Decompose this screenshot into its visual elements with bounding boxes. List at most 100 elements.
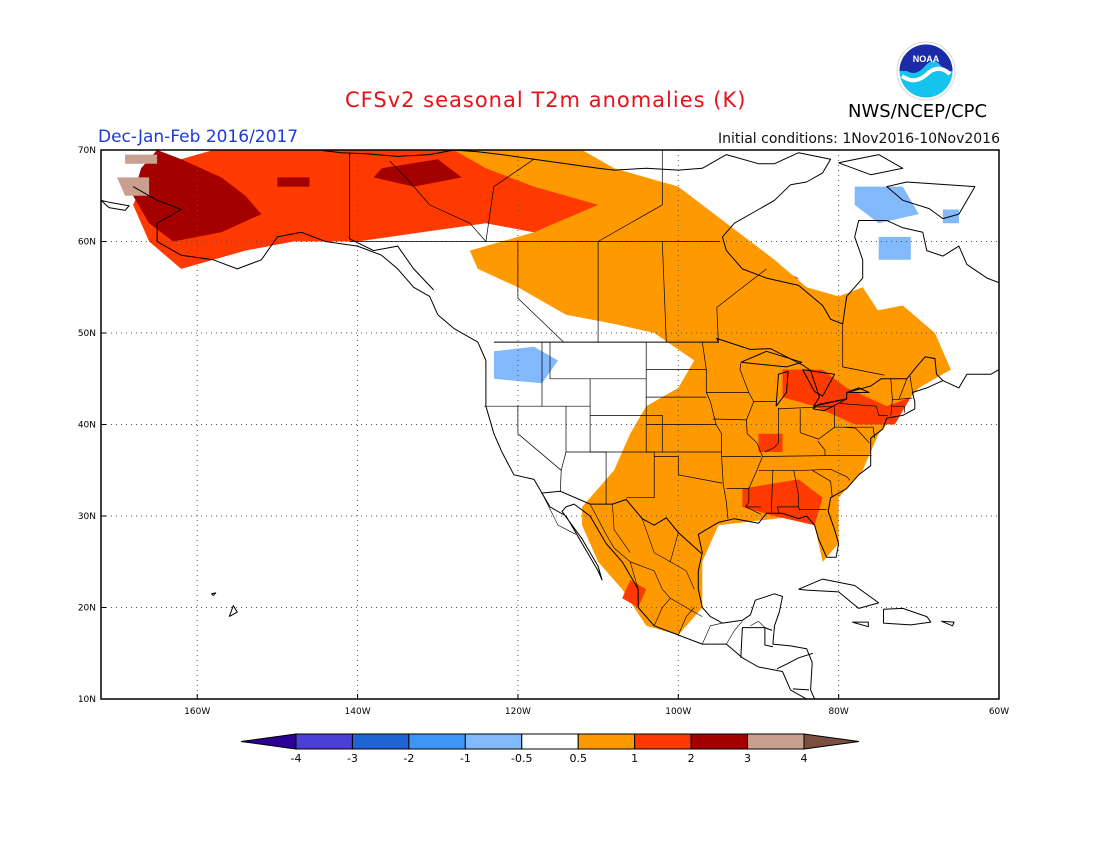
coastline-6 bbox=[228, 605, 238, 618]
anomaly-region-2-3 bbox=[277, 177, 310, 187]
colorbar: -4 -3 -2 -1 -0.5 0.5 1 2 3 4 bbox=[240, 733, 860, 765]
anomaly-region-1-9 bbox=[758, 433, 783, 452]
lat-tick-label-40N: 40N bbox=[78, 421, 96, 431]
state-border-42 bbox=[909, 375, 914, 397]
coastline-16 bbox=[740, 350, 803, 368]
state-border-27 bbox=[800, 426, 835, 440]
coastline-0 bbox=[132, 186, 807, 699]
state-border-36 bbox=[872, 427, 876, 439]
state-border-40 bbox=[892, 397, 913, 401]
state-border-32 bbox=[798, 506, 827, 510]
initial-conditions-label: Initial conditions: 1Nov2016-10Nov2016 bbox=[717, 131, 1000, 147]
colorbar-label-2: -2 bbox=[403, 752, 414, 765]
colorbar-swatch-2 bbox=[351, 733, 410, 750]
coastline-9 bbox=[883, 607, 932, 626]
coastline-19 bbox=[1007, 315, 1055, 356]
state-border-15 bbox=[701, 342, 729, 519]
mexico-state-border-6 bbox=[653, 598, 671, 626]
state-border-25 bbox=[778, 405, 835, 410]
coastline-3 bbox=[726, 220, 999, 325]
colorbar-swatch-7 bbox=[634, 733, 692, 750]
anomaly-region-0p5-11 bbox=[854, 305, 951, 379]
lat-tick-label-70N: 70N bbox=[78, 146, 96, 156]
province-border-0 bbox=[517, 241, 564, 343]
lat-tick-label-30N: 30N bbox=[78, 512, 96, 522]
coastline-7 bbox=[211, 592, 217, 596]
colorbar-label-7: 2 bbox=[688, 752, 695, 765]
anomaly-region-1-8 bbox=[742, 479, 823, 526]
state-border-3 bbox=[560, 406, 567, 492]
noaa-logo-text: NOAA bbox=[913, 54, 940, 64]
mexico-state-border-10 bbox=[750, 620, 766, 628]
colorbar-label-1: -3 bbox=[347, 752, 358, 765]
country-border-5 bbox=[776, 652, 814, 670]
anomaly-region-neg0p5-14 bbox=[878, 236, 911, 260]
lon-tick-label-120W: 120W bbox=[505, 707, 531, 717]
lat-tick-label-50N: 50N bbox=[78, 329, 96, 339]
province-border-7 bbox=[389, 160, 487, 242]
anomaly-region-3-5 bbox=[125, 154, 158, 164]
coastline-17 bbox=[886, 181, 976, 220]
state-border-9 bbox=[549, 342, 591, 380]
political-borders bbox=[349, 150, 944, 691]
coastline-15 bbox=[775, 370, 789, 407]
anomaly-region-0p5-6 bbox=[453, 150, 951, 635]
state-border-2 bbox=[517, 406, 562, 471]
colorbar-label-6: 1 bbox=[631, 752, 638, 765]
coastline-18 bbox=[838, 154, 904, 176]
country-border-3 bbox=[740, 627, 773, 658]
state-border-37 bbox=[840, 403, 888, 416]
province-border-6 bbox=[485, 158, 535, 242]
country-border-4 bbox=[764, 627, 774, 648]
lon-tick-label-140W: 140W bbox=[345, 707, 371, 717]
lon-tick-label-100W: 100W bbox=[665, 707, 691, 717]
coastline-2 bbox=[697, 552, 816, 699]
lat-tick-label-20N: 20N bbox=[78, 604, 96, 614]
state-border-8 bbox=[590, 415, 663, 452]
lon-tick-label-60W: 60W bbox=[989, 707, 1009, 717]
colorbar-swatch-below-min bbox=[240, 733, 297, 750]
mexico-state-border-0 bbox=[541, 492, 576, 535]
colorbar-label-3: -1 bbox=[460, 752, 471, 765]
lat-tick-label-10N: 10N bbox=[78, 695, 96, 705]
anomaly-region-neg0p5-13 bbox=[854, 186, 919, 224]
colorbar-label-9: 4 bbox=[801, 752, 808, 765]
mexico-state-border-7 bbox=[678, 607, 695, 636]
anomaly-region-1-10 bbox=[622, 580, 647, 608]
state-border-17 bbox=[712, 418, 747, 421]
province-border-4 bbox=[716, 268, 767, 343]
agency-label: NWS/NCEP/CPC bbox=[848, 101, 988, 122]
state-border-34 bbox=[817, 440, 826, 456]
map-ticks: 70N 60N 50N 40N 30N 20N 10N 160W 140W 120W 100W 80W… bbox=[78, 146, 1009, 717]
mexico-state-border-1 bbox=[589, 503, 639, 590]
mexico-state-border-3 bbox=[641, 518, 679, 563]
coastline-1 bbox=[697, 369, 999, 558]
colorbar-swatch-3 bbox=[408, 733, 466, 750]
colorbar-label-4: -0.5 bbox=[511, 752, 532, 765]
colorbar-swatch-1 bbox=[295, 733, 353, 750]
noaa-logo: NOAA bbox=[896, 41, 956, 101]
mexico-state-border-8 bbox=[702, 622, 723, 645]
lat-tick-label-60N: 60N bbox=[78, 238, 96, 248]
colorbar-swatch-4 bbox=[464, 733, 523, 750]
state-border-29 bbox=[758, 468, 851, 481]
coastline-13 bbox=[846, 387, 870, 393]
colorbar-swatch-9 bbox=[747, 733, 805, 750]
country-border-2 bbox=[541, 490, 702, 554]
coastline-10 bbox=[852, 621, 869, 628]
coastline-5 bbox=[101, 199, 130, 211]
province-border-8 bbox=[597, 150, 663, 242]
mexico-state-border-5 bbox=[630, 561, 703, 617]
anomaly-regions bbox=[117, 150, 959, 635]
lon-tick-label-160W: 160W bbox=[184, 707, 210, 717]
province-border-5 bbox=[842, 323, 885, 376]
anomaly-region-2-2 bbox=[373, 159, 462, 187]
mexico-state-border-2 bbox=[612, 504, 631, 553]
colorbar-swatch-above-max bbox=[803, 733, 860, 750]
country-border-6 bbox=[792, 688, 810, 691]
state-border-23 bbox=[764, 408, 779, 453]
state-border-33 bbox=[812, 469, 833, 497]
state-border-30 bbox=[770, 470, 774, 513]
coastline-11 bbox=[941, 620, 955, 627]
